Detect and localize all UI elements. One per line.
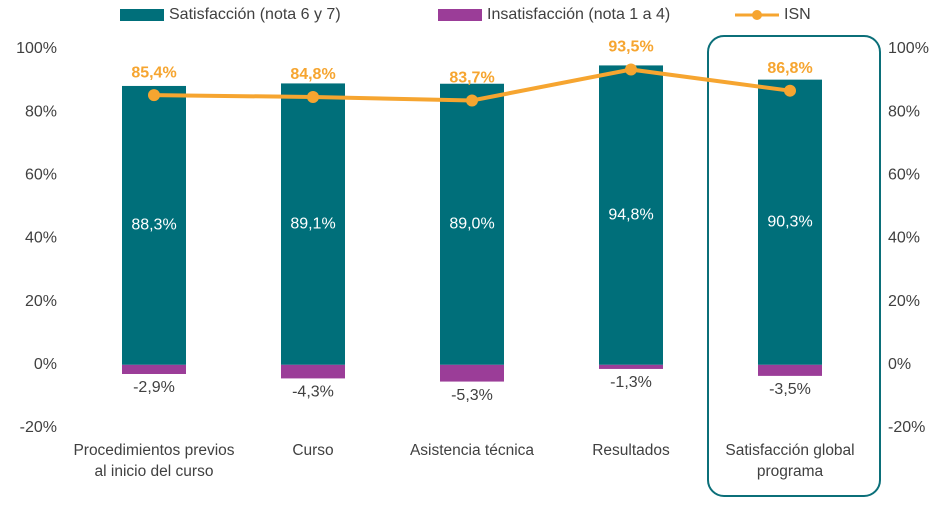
x-tick-label: Resultados — [592, 442, 670, 459]
isn-value-label: 84,8% — [290, 66, 335, 83]
bar-value-label: -1,3% — [610, 374, 652, 391]
bar — [599, 65, 663, 365]
bar — [281, 83, 345, 365]
y-tick-label: -20% — [20, 419, 57, 436]
y-tick-label: 60% — [25, 167, 57, 184]
y2-tick-label: 100% — [888, 40, 929, 57]
isn-value-label: 85,4% — [131, 64, 176, 81]
bar-value-label: 89,0% — [449, 216, 494, 233]
bar-value-label: 94,8% — [608, 206, 653, 223]
isn-marker — [784, 84, 796, 97]
isn-value-label: 83,7% — [449, 70, 494, 87]
legend-label: Satisfacción (nota 6 y 7) — [169, 6, 341, 23]
bar — [440, 364, 504, 382]
y-tick-label: 40% — [25, 230, 57, 247]
y-tick-label: 0% — [34, 356, 57, 373]
y2-tick-label: 40% — [888, 230, 920, 247]
bar — [758, 79, 822, 365]
y-tick-label: 80% — [25, 103, 57, 120]
x-tick-label: Procedimientos previos al inicio del cur… — [73, 442, 235, 480]
y2-tick-label: 60% — [888, 167, 920, 184]
legend-label: Insatisfacción (nota 1 a 4) — [487, 6, 670, 23]
y-tick-label: 20% — [25, 293, 57, 310]
bar-value-label: 90,3% — [767, 213, 812, 230]
bar-value-label: 89,1% — [290, 215, 335, 232]
bar-value-label: -3,5% — [769, 381, 811, 398]
bar-value-label: -4,3% — [292, 384, 334, 401]
isn-marker — [466, 94, 478, 107]
legend-label: ISN — [784, 6, 811, 23]
x-tick-label: Satisfacción global programa — [725, 442, 855, 480]
x-tick-label: Asistencia técnica — [409, 442, 535, 459]
bar — [281, 364, 345, 379]
y2-tick-label: 80% — [888, 103, 920, 120]
isn-marker — [148, 89, 160, 102]
highlight-box — [707, 35, 881, 497]
x-tick-label: Curso — [292, 442, 334, 459]
bar-value-label: 88,3% — [131, 217, 176, 234]
isn-marker — [625, 63, 637, 76]
legend-marker — [752, 10, 762, 20]
bar — [440, 83, 504, 365]
legend-swatch — [438, 9, 482, 21]
bar — [758, 364, 822, 376]
legend-swatch — [120, 9, 164, 21]
bar — [122, 85, 186, 365]
bar — [122, 364, 186, 374]
isn-value-label: 86,8% — [767, 60, 812, 77]
bar — [599, 364, 663, 369]
y-tick-label: 100% — [16, 40, 57, 57]
y2-tick-label: 20% — [888, 293, 920, 310]
isn-value-label: 93,5% — [608, 39, 653, 56]
bar-value-label: -2,9% — [133, 379, 175, 396]
isn-marker — [307, 91, 319, 104]
bar-value-label: -5,3% — [451, 387, 493, 404]
y2-tick-label: 0% — [888, 356, 911, 373]
y2-tick-label: -20% — [888, 419, 925, 436]
